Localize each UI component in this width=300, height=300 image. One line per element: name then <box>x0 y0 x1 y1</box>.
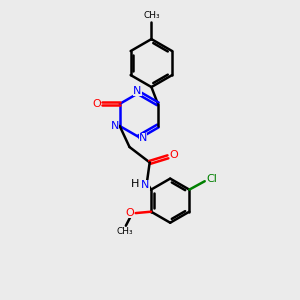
Text: N: N <box>133 86 142 97</box>
Text: N: N <box>141 180 150 190</box>
Text: O: O <box>126 208 134 218</box>
Text: N: N <box>139 134 147 143</box>
Text: O: O <box>92 99 101 109</box>
Text: N: N <box>110 121 119 131</box>
Text: H: H <box>131 179 139 189</box>
Text: CH₃: CH₃ <box>143 11 160 20</box>
Text: Cl: Cl <box>207 174 218 184</box>
Text: O: O <box>170 150 178 161</box>
Text: CH₃: CH₃ <box>116 227 133 236</box>
